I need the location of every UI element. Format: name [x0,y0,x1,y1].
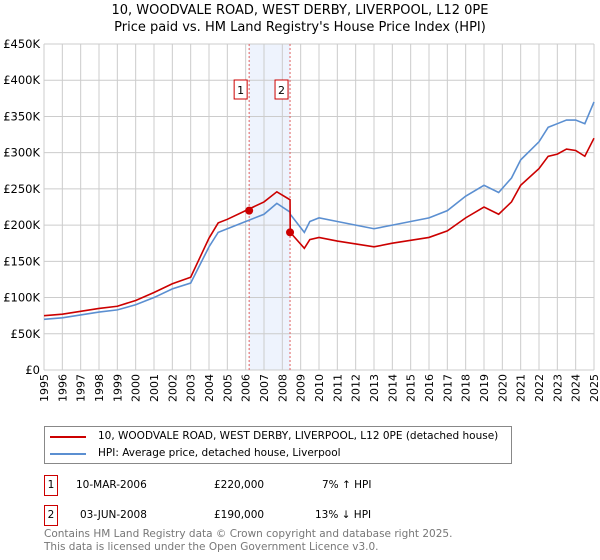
x-tick-label: 2004 [203,374,216,402]
sale-label: 1 [237,84,244,97]
sale-row-2: 2 03-JUN-2008 £190,000 13% ↓ HPI [44,505,544,526]
x-tick-label: 2016 [423,374,436,402]
x-tick-label: 2024 [570,374,583,402]
x-tick-label: 2000 [130,374,143,402]
legend-line-hpi [50,452,86,455]
y-tick-label: £150K [3,254,40,268]
sale-badge: 2 [44,505,58,526]
x-tick-label: 1997 [75,374,88,402]
x-tick-label: 2001 [148,374,161,402]
y-tick-label: £200K [3,218,40,232]
footer-licence: This data is licensed under the Open Gov… [44,541,379,553]
chart-title: 10, WOODVALE ROAD, WEST DERBY, LIVERPOOL… [111,3,489,18]
sale-label-box [233,79,248,100]
y-tick-label: £250K [3,182,40,196]
x-tick-label: 2017 [441,374,454,402]
y-tick-label: £50K [11,327,41,341]
y-tick-label: £300K [3,146,40,160]
sale-label: 2 [278,84,285,97]
x-tick-label: 2020 [496,374,509,402]
x-tick-label: 2011 [331,374,344,402]
sale-point [245,206,254,215]
sale-row-1: 1 10-MAR-2006 £220,000 7% ↑ HPI [44,475,544,496]
x-tick-label: 1999 [111,374,124,402]
legend-line-property [50,435,86,438]
footer-copyright: Contains HM Land Registry data © Crown c… [44,528,453,540]
y-tick-label: £400K [3,73,40,87]
x-tick-label: 1998 [93,374,106,402]
x-tick-label: 2003 [185,374,198,402]
x-tick-label: 1996 [56,374,69,402]
x-tick-label: 2019 [478,374,491,402]
x-tick-label: 2015 [405,374,418,402]
footer: Contains HM Land Registry data © Crown c… [44,528,452,554]
sale-hpi: 7% ↑ HPI [322,479,372,491]
y-tick-label: £350K [3,109,40,123]
x-tick-label: 2005 [221,374,234,402]
x-tick-label: 2025 [588,374,600,402]
y-tick-label: £100K [3,291,40,305]
x-tick-label: 2010 [313,374,326,402]
x-tick-label: 2014 [386,374,399,402]
x-tick-label: 2007 [258,374,271,402]
chart-subtitle: Price paid vs. HM Land Registry's House … [114,20,486,35]
x-tick-label: 2006 [240,374,253,402]
x-tick-label: 2022 [533,374,546,402]
sale-badge: 1 [44,475,58,496]
sale-point [286,228,295,237]
sale-hpi: 13% ↓ HPI [315,509,372,521]
y-tick-label: £450K [3,37,40,51]
x-tick-label: 2021 [515,374,528,402]
x-tick-label: 2009 [295,374,308,402]
sale-date: 03-JUN-2008 [80,509,147,521]
sale-price: £190,000 [214,509,265,521]
x-tick-label: 2008 [276,374,289,402]
x-tick-label: 1995 [38,374,51,402]
legend-label-hpi: HPI: Average price, detached house, Live… [98,447,341,459]
x-tick-label: 2023 [551,374,564,402]
y-tick-label: £0 [25,363,40,377]
x-tick-label: 2012 [350,374,363,402]
series-line-property [43,137,595,317]
series-line-hpi [43,101,595,321]
legend-label-property: 10, WOODVALE ROAD, WEST DERBY, LIVERPOOL… [98,430,499,442]
chart-plot: £0 £50K £100K £150K £200K £250K £300K £350K £400… [3,37,600,402]
x-tick-label: 2018 [460,374,473,402]
sale-date: 10-MAR-2006 [76,479,147,491]
legend: 10, WOODVALE ROAD, WEST DERBY, LIVERPOOL… [44,426,512,464]
sale-price: £220,000 [214,479,265,491]
x-tick-label: 2002 [166,374,179,402]
x-tick-label: 2013 [368,374,381,402]
sale-label-box [274,79,289,100]
